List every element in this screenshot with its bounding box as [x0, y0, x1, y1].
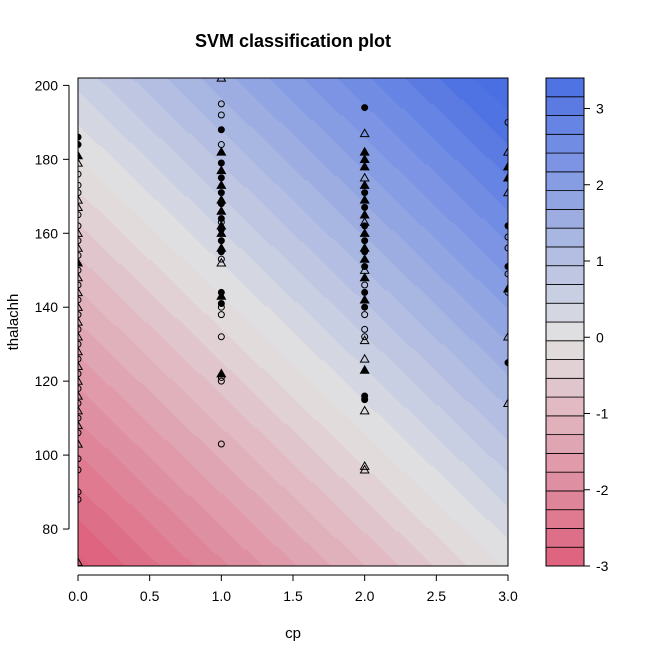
chart-title: SVM classification plot [195, 31, 391, 51]
decision-contour-bands [78, 78, 509, 567]
